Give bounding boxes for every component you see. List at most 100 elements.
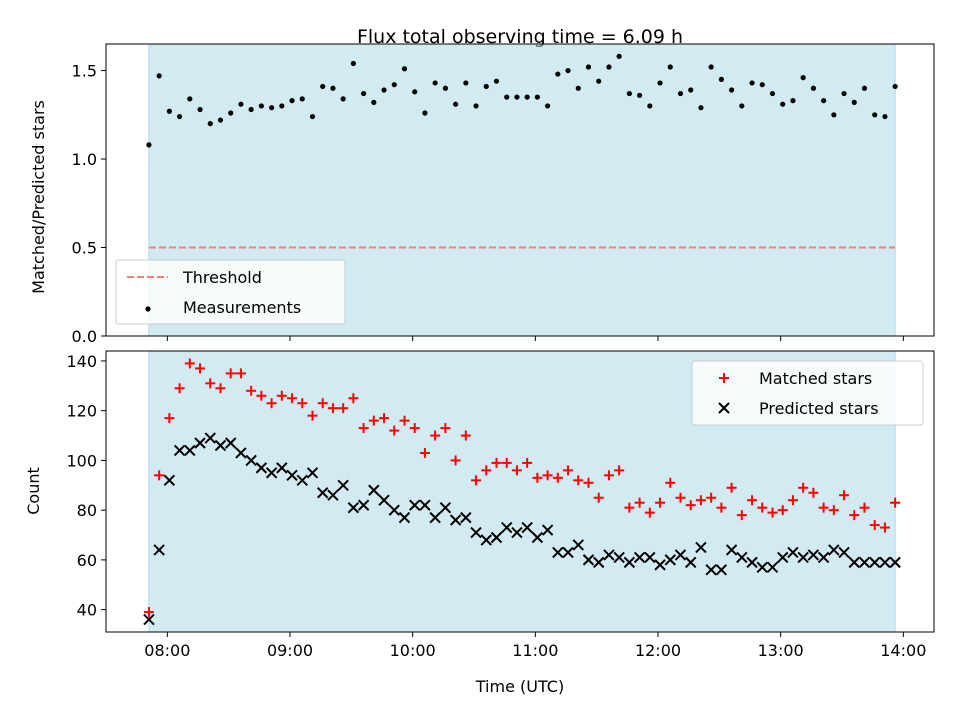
data-point — [828, 505, 839, 516]
data-point — [657, 80, 663, 86]
data-point — [422, 110, 428, 116]
data-point — [217, 117, 224, 123]
data-point — [327, 489, 339, 501]
data-point — [585, 64, 592, 70]
data-point — [320, 83, 326, 90]
data-point — [228, 110, 234, 116]
data-point — [706, 492, 717, 503]
data-point — [626, 90, 632, 97]
series-matched-stars — [143, 358, 901, 618]
data-point — [861, 85, 868, 91]
data-point — [555, 71, 561, 77]
data-point — [166, 108, 172, 114]
data-point — [470, 526, 482, 539]
data-point — [616, 53, 622, 59]
data-point — [184, 444, 196, 457]
data-point — [841, 90, 847, 97]
data-point — [398, 511, 411, 524]
data-point — [215, 383, 226, 394]
series-measurements — [146, 53, 898, 148]
y-tick-label: 100 — [66, 451, 97, 470]
data-point — [777, 505, 788, 516]
data-point — [347, 501, 360, 514]
data-point — [317, 487, 329, 499]
data-point — [879, 522, 890, 533]
legend-label: Predicted stars — [759, 399, 879, 418]
data-point — [664, 554, 676, 566]
data-point — [490, 531, 503, 544]
data-point — [614, 465, 625, 476]
top-y-axis-label: Matched/Predicted stars — [29, 100, 48, 294]
data-point — [647, 103, 653, 109]
data-point — [675, 492, 686, 503]
data-point — [297, 398, 308, 409]
data-point — [248, 106, 254, 113]
data-point — [838, 546, 850, 559]
x-tick-label: 10:00 — [390, 641, 436, 660]
data-point — [644, 551, 656, 564]
data-point — [258, 103, 264, 109]
data-point — [817, 551, 830, 564]
data-point — [279, 103, 285, 109]
data-point — [235, 368, 246, 379]
data-point — [759, 82, 765, 88]
data-point — [432, 80, 438, 86]
data-point — [361, 90, 367, 97]
x-tick-label: 08:00 — [144, 641, 190, 660]
data-point — [368, 484, 380, 496]
data-point — [688, 87, 694, 93]
data-point — [289, 98, 295, 104]
data-point — [440, 423, 451, 434]
y-tick-label: 60 — [77, 551, 97, 570]
data-point — [327, 403, 338, 414]
data-point — [235, 447, 247, 459]
data-point — [453, 101, 459, 107]
y-tick-label: 0.5 — [72, 239, 97, 258]
data-point — [606, 64, 612, 70]
data-point — [552, 472, 563, 483]
legend-item: Threshold — [127, 268, 262, 287]
series-predicted-stars — [143, 432, 901, 626]
data-point — [378, 494, 390, 506]
data-point — [399, 415, 410, 426]
bottom-y-axis-label: Count — [24, 467, 43, 515]
plot-frame — [105, 43, 935, 337]
x-tick-label: 11:00 — [512, 641, 558, 660]
data-point — [808, 487, 819, 498]
data-point — [184, 358, 195, 369]
data-point — [146, 142, 152, 148]
data-point — [491, 457, 502, 468]
data-point — [348, 393, 359, 404]
data-point — [401, 66, 408, 72]
data-point — [287, 393, 298, 404]
data-point — [514, 94, 520, 100]
data-point — [623, 556, 636, 569]
data-point — [593, 556, 605, 569]
data-point — [542, 470, 553, 481]
data-point — [705, 564, 717, 576]
data-point — [419, 447, 430, 458]
data-point — [143, 607, 154, 618]
data-point — [207, 121, 213, 127]
x-tick-label: 14:00 — [880, 641, 926, 660]
data-point — [747, 495, 758, 506]
x-tick-label: 09:00 — [267, 641, 313, 660]
data-point — [685, 556, 697, 569]
data-point — [767, 507, 778, 518]
data-point — [892, 83, 898, 90]
data-point — [839, 490, 850, 501]
data-point — [429, 511, 441, 524]
data-point — [493, 78, 500, 84]
data-point — [306, 467, 319, 479]
data-point — [350, 60, 356, 67]
data-point — [869, 520, 880, 531]
data-point — [541, 524, 554, 536]
data-point — [173, 444, 186, 457]
data-point — [368, 415, 379, 426]
data-point — [593, 492, 604, 503]
data-point — [511, 465, 522, 476]
data-point — [388, 504, 400, 516]
data-point — [736, 551, 748, 564]
data-point — [879, 556, 891, 569]
data-point — [715, 564, 728, 576]
